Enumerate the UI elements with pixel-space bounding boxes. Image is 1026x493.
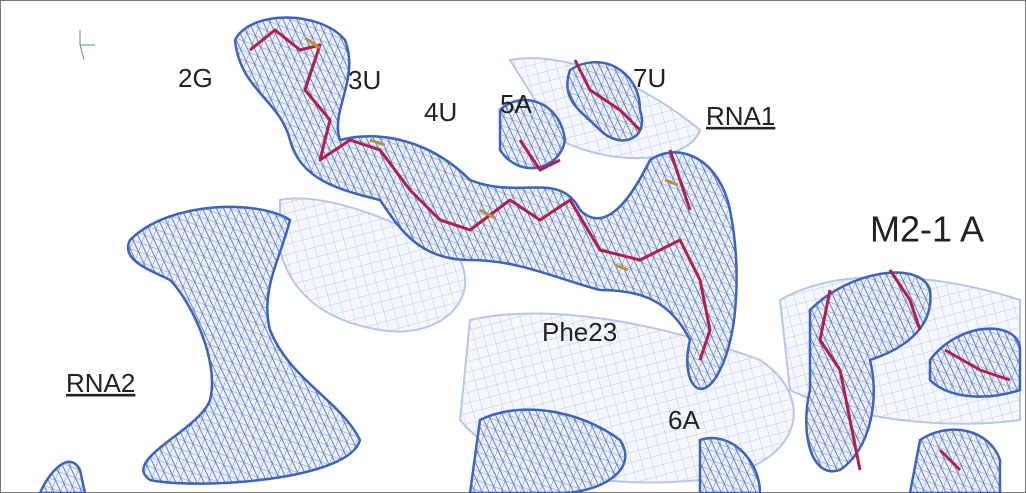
chain-label: M2-1 A (870, 209, 984, 250)
residue-label: 5A (500, 89, 532, 119)
phosphates (304, 36, 679, 272)
residue-label: Phe23 (542, 317, 617, 347)
residue-label: 3U (348, 65, 381, 95)
residue-label: 2G (178, 63, 213, 93)
mesh-density (38, 16, 1022, 493)
residue-label: 7U (633, 63, 666, 93)
residue-label: 4U (424, 97, 457, 127)
chain-label: RNA2 (66, 368, 135, 398)
axis-glyph (79, 30, 95, 61)
residue-label: 6A (668, 405, 700, 435)
stick-model (249, 28, 1011, 472)
chain-label: RNA1 (706, 101, 775, 131)
